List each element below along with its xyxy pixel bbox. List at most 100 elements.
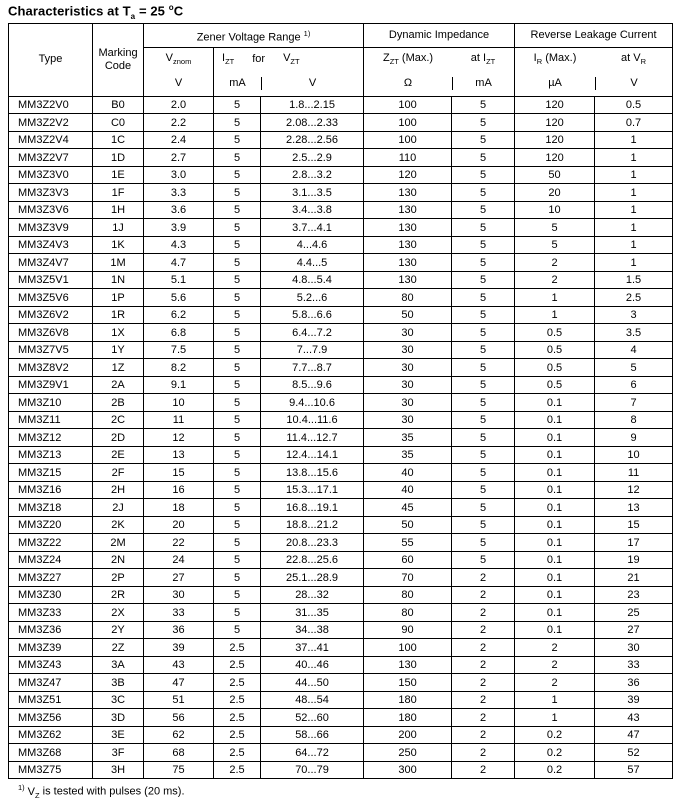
- cell-vznom: 39: [143, 638, 214, 657]
- cell-vznom: 4.7: [143, 253, 214, 272]
- cell-marking_code: 3F: [92, 743, 144, 762]
- cell-vzt: 2.5...2.9: [259, 148, 365, 167]
- cell-ir: 0.5: [514, 340, 596, 360]
- cell-marking_code: 2D: [92, 428, 144, 447]
- cell-ir: 0.1: [514, 498, 596, 517]
- cell-vznom: 27: [143, 568, 214, 587]
- unit-at-vr: V: [595, 77, 672, 91]
- cell-ir: 1: [514, 305, 596, 325]
- cell-vznom: 51: [143, 690, 214, 710]
- cell-type: MM3Z75: [8, 760, 93, 780]
- cell-vzt: 3.4...3.8: [259, 200, 365, 220]
- cell-at_izt: 5: [451, 200, 516, 220]
- cell-zzt: 80: [363, 288, 453, 307]
- cell-at_izt: 2: [451, 638, 516, 657]
- cell-zzt: 150: [363, 673, 453, 692]
- cell-ir: 120: [514, 130, 596, 150]
- cell-at_vr: 57: [594, 760, 674, 780]
- cell-marking_code: 2B: [92, 393, 144, 412]
- cell-marking_code: 1P: [92, 288, 144, 307]
- cell-ir: 2: [514, 655, 596, 675]
- cell-vzt: 11.4...12.7: [259, 428, 365, 447]
- cell-at_vr: 21: [594, 568, 674, 587]
- cell-at_vr: 30: [594, 638, 674, 657]
- cell-marking_code: 1R: [92, 305, 144, 325]
- cell-vzt: 2.8...3.2: [259, 165, 365, 185]
- cell-izt: 5: [213, 165, 261, 185]
- title-value: = 25: [135, 3, 169, 19]
- cell-type: MM3Z56: [8, 708, 93, 727]
- cell-zzt: 100: [363, 130, 453, 150]
- zvr-label: Zener Voltage Range: [196, 31, 301, 44]
- cell-at_vr: 1: [594, 165, 674, 185]
- cell-zzt: 55: [363, 533, 453, 552]
- cell-at_vr: 4: [594, 340, 674, 360]
- cell-vznom: 3.9: [143, 218, 214, 237]
- header-at-izt: at IZT: [470, 51, 496, 67]
- cell-izt: 5: [213, 183, 261, 202]
- cell-type: MM3Z5V1: [8, 270, 93, 290]
- cell-vzt: 64...72: [259, 743, 365, 762]
- cell-zzt: 60: [363, 550, 453, 570]
- cell-at_izt: 2: [451, 760, 516, 780]
- table-row: MM3Z27 2P 27 5 25.1...28.9 70 2 0.1 21: [8, 568, 674, 587]
- cell-vzt: 7.7...8.7: [259, 358, 365, 377]
- table-row: MM3Z18 2J 18 5 16.8...19.1 45 5 0.1 13: [8, 498, 674, 517]
- cell-at_vr: 43: [594, 708, 674, 727]
- cell-zzt: 300: [363, 760, 453, 780]
- cell-vznom: 18: [143, 498, 214, 517]
- cell-at_vr: 11: [594, 463, 674, 482]
- cell-zzt: 50: [363, 515, 453, 535]
- cell-vznom: 22: [143, 533, 214, 552]
- cell-at_vr: 7: [594, 393, 674, 412]
- cell-type: MM3Z47: [8, 673, 93, 692]
- cell-zzt: 100: [363, 95, 453, 115]
- cell-vzt: 3.7...4.1: [259, 218, 365, 237]
- cell-at_izt: 2: [451, 655, 516, 675]
- cell-marking_code: 2X: [92, 603, 144, 622]
- cell-zzt: 120: [363, 165, 453, 185]
- header-group-dynamic-impedance: Dynamic Impedance: [363, 22, 516, 48]
- cell-vzt: 70...79: [259, 760, 365, 780]
- cell-marking_code: 3D: [92, 708, 144, 727]
- cell-at_vr: 25: [594, 603, 674, 622]
- cell-type: MM3Z36: [8, 620, 93, 640]
- footnote-ref: 1): [18, 783, 25, 793]
- cell-type: MM3Z51: [8, 690, 93, 710]
- cell-at_vr: 5: [594, 358, 674, 377]
- cell-izt: 5: [213, 375, 261, 395]
- cell-marking_code: 2A: [92, 375, 144, 395]
- cell-zzt: 30: [363, 375, 453, 395]
- cell-izt: 5: [213, 95, 261, 115]
- cell-at_vr: 19: [594, 550, 674, 570]
- cell-zzt: 70: [363, 568, 453, 587]
- cell-ir: 10: [514, 200, 596, 220]
- cell-at_izt: 2: [451, 673, 516, 692]
- cell-zzt: 30: [363, 358, 453, 377]
- table-row: MM3Z33 2X 33 5 31...35 80 2 0.1 25: [8, 603, 674, 622]
- cell-vznom: 10: [143, 393, 214, 412]
- cell-ir: 120: [514, 113, 596, 132]
- cell-vznom: 30: [143, 585, 214, 605]
- cell-vznom: 2.0: [143, 95, 214, 115]
- cell-vznom: 7.5: [143, 340, 214, 360]
- cell-vznom: 3.6: [143, 200, 214, 220]
- cell-marking_code: 1C: [92, 130, 144, 150]
- table-row: MM3Z5V1 1N 5.1 5 4.8...5.4 130 5 2 1.5: [8, 270, 674, 290]
- cell-izt: 5: [213, 568, 261, 587]
- cell-vznom: 20: [143, 515, 214, 535]
- cell-at_vr: 1: [594, 253, 674, 272]
- cell-at_izt: 5: [451, 148, 516, 167]
- cell-izt: 5: [213, 620, 261, 640]
- cell-ir: 0.2: [514, 725, 596, 745]
- cell-at_vr: 23: [594, 585, 674, 605]
- cell-marking_code: 1J: [92, 218, 144, 237]
- cell-izt: 5: [213, 270, 261, 290]
- cell-marking_code: 1E: [92, 165, 144, 185]
- cell-marking_code: 1K: [92, 235, 144, 255]
- cell-at_izt: 5: [451, 358, 516, 377]
- cell-at_izt: 5: [451, 550, 516, 570]
- cell-marking_code: 2R: [92, 585, 144, 605]
- table-row: MM3Z43 3A 43 2.5 40...46 130 2 2 33: [8, 655, 674, 675]
